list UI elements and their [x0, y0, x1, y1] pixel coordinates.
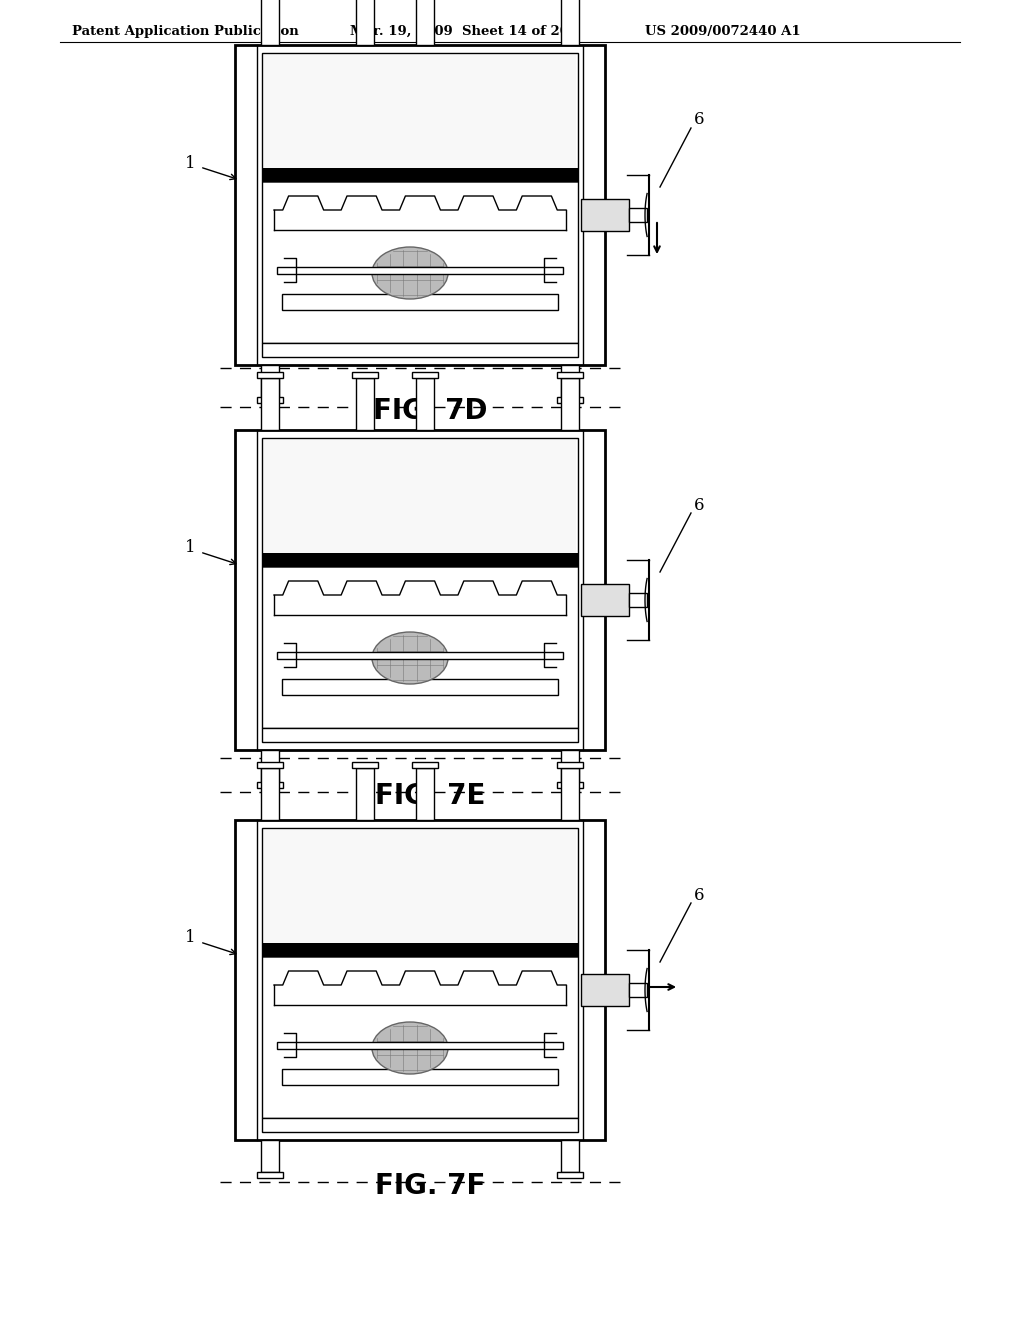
- Bar: [262, 438, 578, 729]
- Bar: [356, 378, 374, 430]
- Bar: [262, 942, 578, 957]
- Bar: [257, 397, 283, 403]
- Bar: [629, 209, 647, 222]
- Bar: [629, 593, 647, 607]
- Text: 1: 1: [184, 540, 196, 557]
- Bar: [416, 0, 434, 45]
- Bar: [557, 762, 583, 768]
- Bar: [352, 762, 378, 768]
- Bar: [282, 294, 558, 310]
- Text: FIG. 7F: FIG. 7F: [375, 1172, 485, 1200]
- Bar: [561, 750, 579, 781]
- Bar: [629, 983, 647, 997]
- Bar: [262, 1118, 578, 1133]
- Bar: [412, 762, 438, 768]
- Bar: [416, 378, 434, 430]
- Bar: [416, 768, 434, 820]
- Bar: [278, 267, 563, 273]
- Bar: [262, 168, 578, 182]
- Text: Patent Application Publication: Patent Application Publication: [72, 25, 299, 38]
- Bar: [261, 366, 279, 397]
- Bar: [234, 820, 605, 1140]
- Bar: [282, 1069, 558, 1085]
- Bar: [412, 372, 438, 378]
- Bar: [557, 372, 583, 378]
- Bar: [262, 343, 578, 356]
- Bar: [561, 0, 579, 45]
- Bar: [234, 430, 605, 750]
- Bar: [257, 1172, 283, 1177]
- Bar: [262, 828, 578, 1118]
- Bar: [282, 678, 558, 696]
- Bar: [557, 1172, 583, 1177]
- Text: FIG. 7E: FIG. 7E: [375, 781, 485, 810]
- Text: US 2009/0072440 A1: US 2009/0072440 A1: [645, 25, 801, 38]
- Bar: [257, 372, 283, 378]
- Bar: [561, 768, 579, 820]
- Bar: [278, 652, 563, 659]
- Bar: [356, 0, 374, 45]
- Bar: [581, 974, 629, 1006]
- Bar: [261, 378, 279, 430]
- Bar: [261, 0, 279, 45]
- Bar: [581, 199, 629, 231]
- Ellipse shape: [372, 247, 449, 300]
- Text: 6: 6: [693, 496, 705, 513]
- Bar: [561, 366, 579, 397]
- Bar: [261, 1140, 279, 1172]
- Bar: [557, 397, 583, 403]
- Ellipse shape: [372, 1022, 449, 1074]
- Bar: [264, 440, 575, 553]
- Bar: [561, 1140, 579, 1172]
- Bar: [561, 378, 579, 430]
- Bar: [257, 781, 283, 788]
- Bar: [264, 55, 575, 168]
- Bar: [261, 768, 279, 820]
- Bar: [257, 762, 283, 768]
- Text: 1: 1: [184, 154, 196, 172]
- Bar: [557, 781, 583, 788]
- Text: Mar. 19, 2009  Sheet 14 of 20: Mar. 19, 2009 Sheet 14 of 20: [350, 25, 569, 38]
- Ellipse shape: [372, 632, 449, 684]
- Bar: [234, 45, 605, 366]
- Bar: [262, 53, 578, 343]
- Bar: [278, 1041, 563, 1048]
- Bar: [352, 372, 378, 378]
- Text: 6: 6: [693, 887, 705, 903]
- Bar: [356, 768, 374, 820]
- Text: 1: 1: [184, 929, 196, 946]
- Bar: [581, 583, 629, 616]
- Bar: [261, 750, 279, 781]
- Bar: [262, 553, 578, 568]
- Bar: [264, 830, 575, 942]
- Bar: [262, 729, 578, 742]
- Text: 6: 6: [693, 111, 705, 128]
- Text: FIG. 7D: FIG. 7D: [373, 397, 487, 425]
